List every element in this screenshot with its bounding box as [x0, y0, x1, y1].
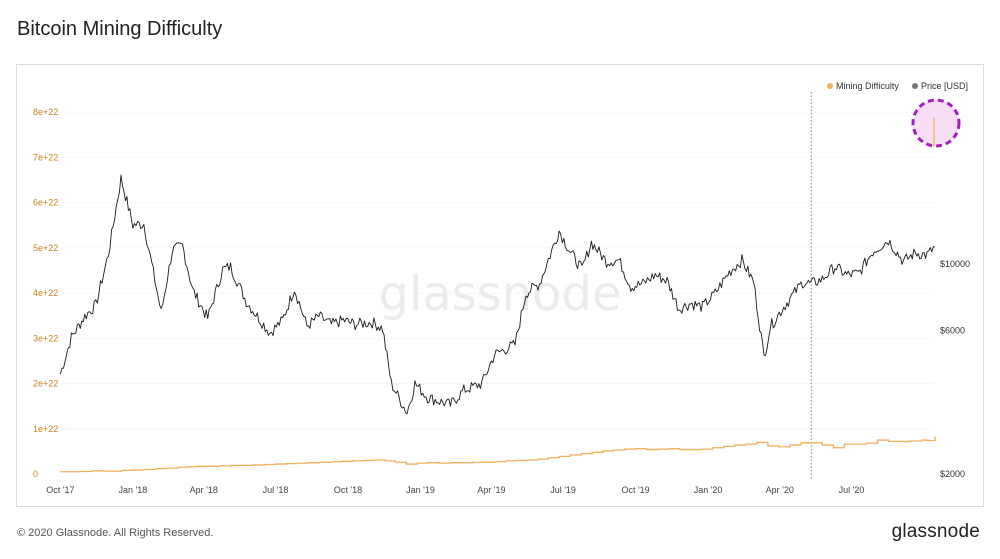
x-tick-label: Apr '18 — [190, 485, 218, 495]
series-layer — [59, 174, 936, 473]
chart-frame — [16, 64, 984, 507]
x-tick-label: Jul '19 — [550, 485, 576, 495]
legend-label: Mining Difficulty — [836, 81, 899, 91]
x-axis: Oct '17 Jan '18 Apr '18 Jul '18 Oct '18 Jan '… — [46, 485, 864, 495]
y-tick-label: 4e+22 — [33, 288, 58, 298]
y-tick-label: 2e+22 — [33, 379, 58, 389]
x-tick-label: Jul '20 — [839, 485, 865, 495]
y-tick-label: 1e+22 — [33, 424, 58, 434]
highlight-circle — [911, 98, 961, 148]
price-series-line — [59, 174, 936, 415]
x-tick-label: Oct '17 — [46, 485, 74, 495]
x-tick-label: Jan '19 — [406, 485, 435, 495]
chart-title: Bitcoin Mining Difficulty — [17, 18, 223, 40]
y-tick-label-right: $2000 — [940, 469, 965, 479]
y-axis-right: $2000 $6000 $10000 — [940, 259, 970, 479]
y-tick-label: 3e+22 — [33, 333, 58, 343]
y-tick-label: 5e+22 — [33, 243, 58, 253]
x-tick-label: Jul '18 — [263, 485, 289, 495]
brand-logo: glassnode — [891, 521, 980, 542]
y-tick-label: 6e+22 — [33, 198, 58, 208]
legend: Mining Difficulty Price [USD] — [827, 81, 968, 91]
legend-swatch — [912, 83, 918, 89]
watermark: glassnode — [378, 266, 621, 322]
x-tick-label: Apr '19 — [477, 485, 505, 495]
difficulty-series-line — [60, 436, 936, 473]
y-tick-label: 7e+22 — [33, 152, 58, 162]
y-tick-label-right: $10000 — [940, 259, 970, 269]
y-tick-label: 0 — [33, 469, 38, 479]
highlight-ring — [911, 98, 961, 148]
y-tick-label-right: $6000 — [940, 326, 965, 336]
x-tick-label: Jan '20 — [694, 485, 723, 495]
legend-swatch — [827, 83, 833, 89]
y-axis-left: 0 1e+22 2e+22 3e+22 4e+22 5e+22 6e+22 7e+22 8e+2… — [33, 107, 58, 479]
x-tick-label: Oct '18 — [334, 485, 362, 495]
x-tick-label: Jan '18 — [118, 485, 147, 495]
legend-label: Price [USD] — [921, 81, 968, 91]
x-tick-label: Apr '20 — [766, 485, 794, 495]
y-tick-label: 8e+22 — [33, 107, 58, 117]
copyright-text: © 2020 Glassnode. All Rights Reserved. — [17, 527, 214, 539]
x-tick-label: Oct '19 — [621, 485, 649, 495]
